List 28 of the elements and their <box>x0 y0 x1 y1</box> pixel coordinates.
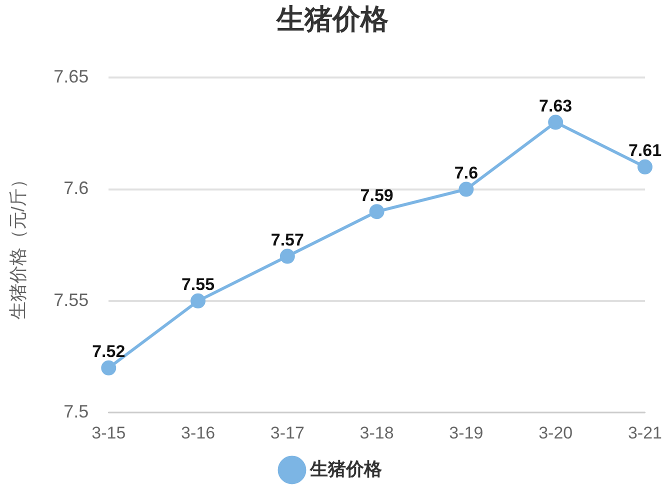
x-tick-label: 3-21 <box>628 423 662 442</box>
data-label: 7.61 <box>628 141 662 160</box>
point <box>101 360 116 376</box>
y-tick-label: 7.6 <box>64 178 89 198</box>
data-label: 7.6 <box>454 163 478 182</box>
point <box>369 204 384 220</box>
data-label: 7.52 <box>92 342 126 362</box>
x-tick-label: 3-15 <box>92 423 126 442</box>
data-label: 7.57 <box>270 230 304 250</box>
x-tick-label: 3-17 <box>270 423 304 442</box>
data-label: 7.55 <box>181 275 215 294</box>
x-tick-label: 3-19 <box>449 423 484 442</box>
x-tick-label: 3-18 <box>360 423 394 442</box>
y-tick-label: 7.55 <box>54 290 89 310</box>
point <box>190 293 206 308</box>
y-tick-label: 7.5 <box>64 402 89 422</box>
y-tick-label: 7.65 <box>54 66 89 87</box>
point <box>637 159 652 174</box>
data-label: 7.63 <box>539 96 572 116</box>
chart-title: 生猪价格 <box>276 4 388 35</box>
x-tick-label: 3-16 <box>181 423 216 442</box>
y-axis-title: 生猪价格（元/斤） <box>8 170 28 320</box>
point <box>458 182 474 197</box>
x-tick-label: 3-20 <box>538 423 573 442</box>
point <box>280 248 295 264</box>
point <box>548 114 564 130</box>
legend-label: 生猪价格 <box>309 458 383 479</box>
data-label: 7.59 <box>360 186 394 205</box>
